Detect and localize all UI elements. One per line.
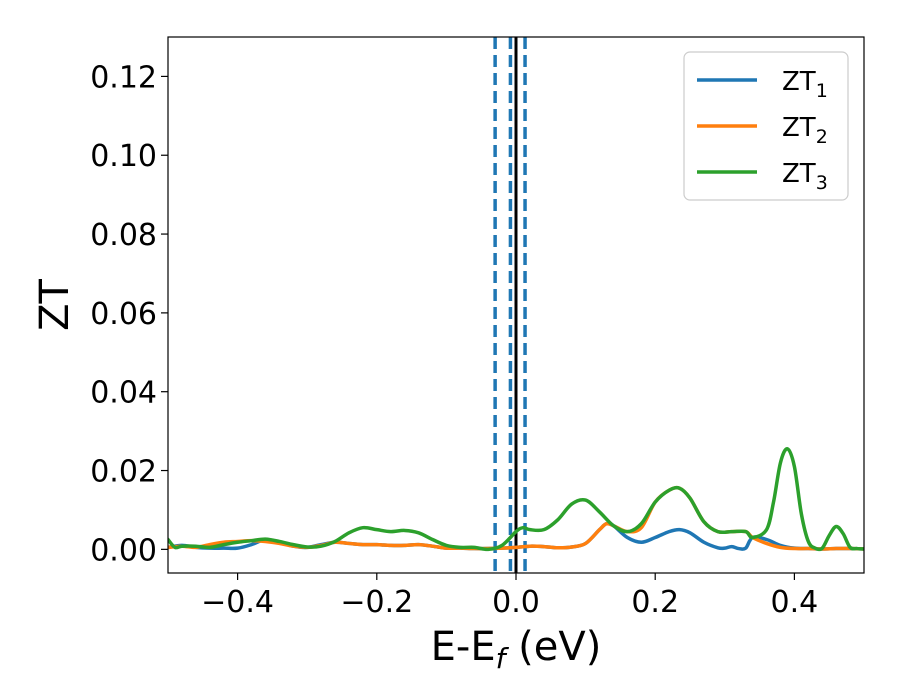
vertical-marker-lines — [493, 37, 527, 573]
legend-label-zt3: ZT3 — [782, 159, 828, 194]
x-tick-label: −0.2 — [340, 585, 413, 620]
x-axis-ticks: −0.4 −0.2 0.0 0.2 0.4 — [201, 573, 818, 620]
x-axis-label-unit: (eV) — [505, 624, 601, 670]
legend-label-zt2: ZT2 — [782, 113, 828, 148]
y-tick-label: 0.10 — [90, 139, 157, 174]
x-tick-label: 0.4 — [771, 585, 819, 620]
legend-label-zt1: ZT1 — [782, 67, 828, 102]
y-axis-label: ZT — [32, 279, 78, 331]
y-tick-label: 0.06 — [90, 297, 157, 332]
y-tick-label: 0.08 — [90, 218, 157, 253]
x-tick-label: −0.4 — [201, 585, 274, 620]
y-axis-ticks: 0.00 0.02 0.04 0.06 0.08 0.10 0.12 — [90, 60, 168, 568]
x-tick-label: 0.2 — [631, 585, 679, 620]
legend-box — [683, 51, 849, 201]
x-axis-label: E-Ef (eV) — [431, 624, 602, 675]
y-tick-label: 0.12 — [90, 60, 157, 95]
y-tick-label: 0.04 — [90, 376, 157, 411]
legend: ZT1 ZT2 ZT3 — [683, 51, 849, 201]
series-lines — [168, 447, 864, 552]
x-tick-label: 0.0 — [492, 585, 540, 620]
y-tick-label: 0.00 — [90, 533, 157, 568]
series-line-zt3 — [168, 447, 864, 552]
y-tick-label: 0.02 — [90, 455, 157, 490]
